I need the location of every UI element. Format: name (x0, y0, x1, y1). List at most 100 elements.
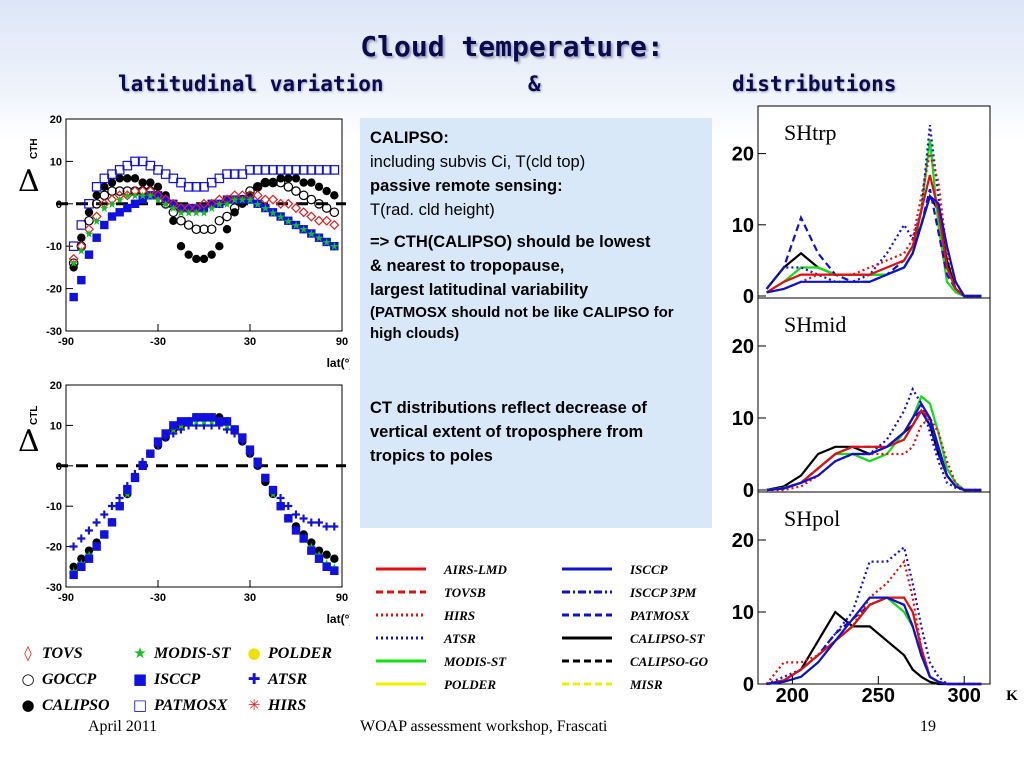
data-point (291, 165, 301, 175)
x-tick-label: -90 (58, 336, 74, 348)
data-point (91, 182, 102, 192)
data-point (206, 224, 217, 235)
y-tick-label: -10 (46, 501, 62, 513)
data-point: ★ (107, 198, 117, 211)
data-point: ✚ (184, 419, 193, 432)
data-point: ★ (329, 240, 339, 253)
footer-page-number: 19 (920, 718, 936, 735)
legend-marker-label: CALIPSO (42, 697, 110, 714)
data-point (84, 208, 94, 217)
data-point (183, 220, 194, 230)
data-point (252, 190, 263, 201)
y-tick-label: 10 (732, 602, 754, 624)
line-style-legend: AIRS-LMD ISCCP TOVSB ISCCP 3PM HIRS PATMOSX AT… (376, 562, 709, 692)
subtitle-left: latitudinal variation (118, 72, 384, 96)
data-point (253, 457, 262, 466)
legend-line-label: HIRS (443, 608, 475, 623)
data-point (84, 250, 94, 259)
data-point (84, 554, 94, 563)
data-point: ✚ (307, 516, 316, 529)
legend-marker: ★ (133, 644, 146, 662)
data-point (307, 538, 316, 547)
data-point (138, 461, 147, 470)
data-point (283, 198, 294, 209)
data-point (169, 421, 178, 430)
data-point (314, 182, 324, 192)
data-point (100, 220, 109, 230)
data-point (92, 191, 101, 200)
data-point (299, 178, 308, 187)
data-point (192, 254, 201, 264)
data-point: ★ (122, 488, 132, 501)
legend-marker-label: MODIS-ST (153, 645, 232, 662)
data-point: ★ (222, 419, 232, 432)
legend-line-label: AIRS-LMD (443, 562, 507, 577)
data-point (77, 554, 86, 563)
data-point (330, 554, 339, 563)
legend-line-label: PATMOSX (630, 608, 690, 623)
data-point (199, 254, 209, 264)
data-point (130, 473, 140, 483)
data-point (298, 190, 309, 201)
data-point (329, 165, 340, 175)
legend-line-label: ISCCP 3PM (629, 585, 697, 600)
data-point: ★ (207, 415, 217, 428)
data-point (313, 215, 325, 226)
info-conclusion-1: => CTH(CALIPSO) should be lowest (370, 233, 651, 251)
x-axis-label: lat(°) (327, 356, 350, 370)
delta-ctl-scatter-plot: -30-20-1001020-90-303090✚✚✚✚✚✚✚✚✚✚✚✚✚✚✚✚… (29, 380, 350, 626)
data-point (99, 198, 110, 209)
data-point (191, 202, 202, 214)
data-point (161, 195, 170, 204)
data-point: ✚ (69, 541, 78, 554)
data-point (291, 174, 301, 183)
data-point (77, 562, 86, 571)
data-point: ★ (314, 232, 324, 245)
panel-label: SHpol (784, 506, 840, 531)
data-point (321, 215, 332, 226)
data-point (329, 207, 340, 218)
data-point (299, 534, 308, 543)
data-point (284, 216, 293, 225)
series-line-airs-lmd (766, 174, 982, 298)
data-point (314, 199, 324, 209)
data-point (253, 199, 262, 208)
series-modis-st: ★★★★★★★★★★★★★★★★★★★★★★★★★★★★★★★★★★★ (69, 189, 340, 270)
series-atsr: ✚✚✚✚✚✚✚✚✚✚✚✚✚✚✚✚✚✚✚✚✚✚✚✚✚✚✚✚✚✚✚✚✚✚✚ (69, 419, 339, 553)
data-point (207, 250, 216, 259)
data-point (183, 182, 194, 192)
data-point (130, 199, 140, 208)
legend-marker-label: TOVS (42, 645, 83, 662)
info-conclusion-note: (PATMOSX should not be like CALIPSO for … (370, 304, 674, 342)
delta-cth-symbol: Δ (18, 164, 40, 199)
data-point (261, 178, 270, 187)
data-point: ★ (191, 206, 201, 219)
data-point (130, 156, 140, 167)
x-tick-label: 200 (776, 685, 809, 707)
data-point (215, 417, 224, 426)
data-point: ★ (214, 198, 224, 211)
x-tick-label: -30 (150, 336, 166, 348)
cloud-temperature-histograms: 0 10 20 SHtrp 0 10 20 SHmid 0 10 20 SHpol 200 250 300 K (732, 105, 1018, 707)
dataset-marker-legend: ◊ TOVS ★ MODIS-ST ● POLDER ○ GOCCP ■ ISCCP ✚ ATSR ● C… (21, 644, 332, 714)
data-point (198, 198, 210, 209)
legend-marker: ■ (133, 670, 147, 688)
data-point (322, 186, 331, 196)
data-point: ★ (260, 202, 270, 215)
data-point (252, 165, 263, 175)
info-conclusion-3: largest latitudinal variability (370, 281, 589, 299)
series-line-isccp (766, 194, 982, 298)
data-point (238, 433, 247, 442)
data-point: ★ (153, 194, 163, 207)
data-point (192, 413, 201, 422)
legend-marker-label: POLDER (267, 645, 332, 662)
data-point (175, 202, 187, 214)
data-point: ✚ (107, 500, 116, 513)
info-calipso-heading: CALIPSO: (370, 129, 449, 147)
data-point: ★ (92, 215, 102, 228)
y-tick-label: -20 (46, 284, 62, 296)
data-point (245, 445, 255, 454)
data-point (123, 203, 132, 213)
legend-line-label: CALIPSO-ST (630, 631, 705, 646)
data-point (184, 250, 193, 259)
